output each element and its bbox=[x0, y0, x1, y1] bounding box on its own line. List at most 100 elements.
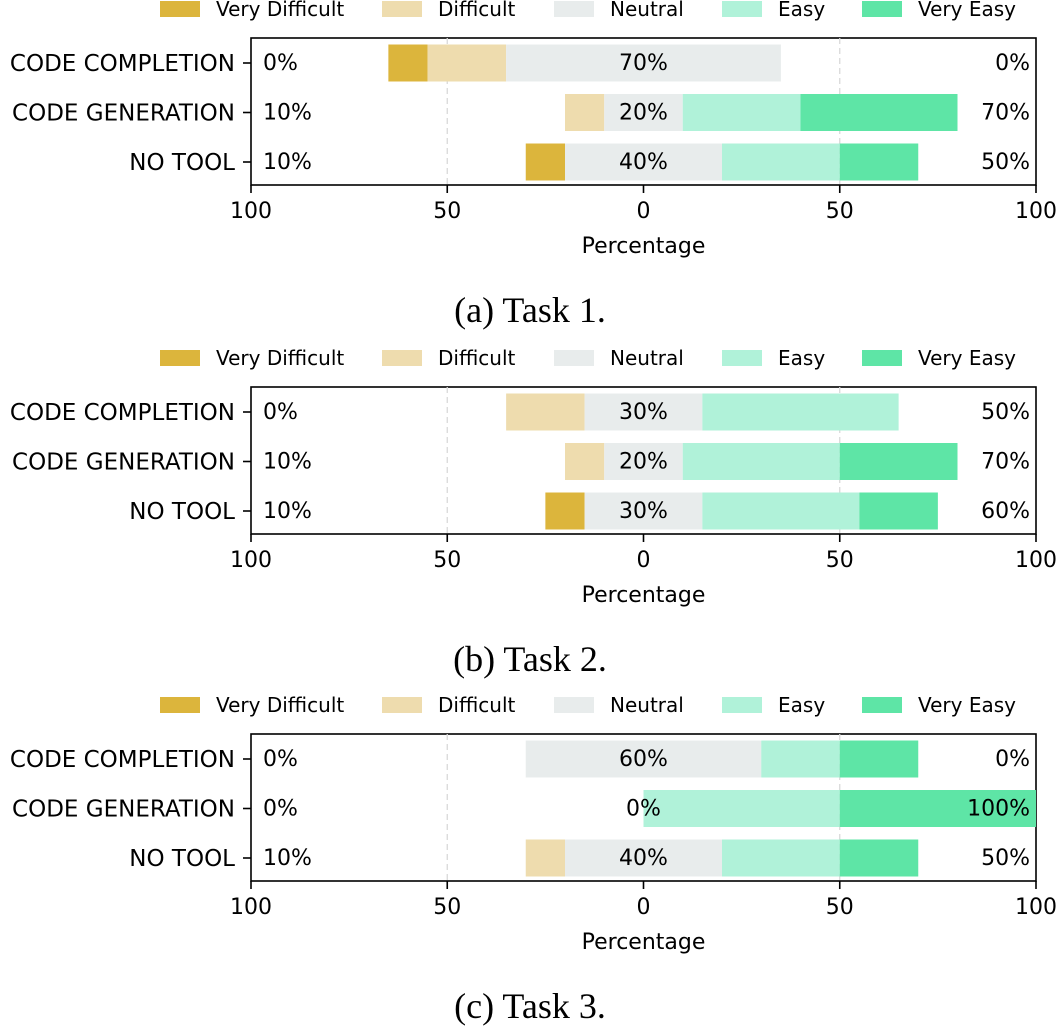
bar-neutral bbox=[506, 44, 781, 82]
legend-swatch-neutral bbox=[554, 1, 594, 17]
legend-label: Very Difficult bbox=[216, 0, 344, 21]
x-tick-label: 100 bbox=[1015, 895, 1057, 920]
panel-caption: (a) Task 1. bbox=[454, 290, 606, 330]
legend-label: Easy bbox=[778, 0, 825, 21]
bar-easy bbox=[702, 393, 899, 431]
x-tick-label: 0 bbox=[637, 548, 651, 573]
bar-very-difficult bbox=[545, 492, 585, 530]
legend-label: Very Difficult bbox=[216, 346, 344, 370]
x-tick-label: 100 bbox=[230, 199, 272, 224]
legend-swatch-easy bbox=[722, 350, 762, 366]
right-percent-label: 60% bbox=[981, 499, 1030, 524]
bar-neutral bbox=[565, 839, 722, 877]
legend-label: Easy bbox=[778, 346, 825, 370]
bar-easy bbox=[682, 443, 840, 480]
bar-very-easy bbox=[839, 790, 1036, 827]
bar-easy bbox=[643, 790, 840, 827]
left-percent-label: 10% bbox=[263, 846, 312, 871]
x-tick-label: 50 bbox=[826, 199, 854, 224]
bar-difficult bbox=[565, 94, 605, 131]
right-percent-label: 50% bbox=[981, 400, 1030, 425]
x-tick-label: 100 bbox=[230, 895, 272, 920]
legend-label: Very Easy bbox=[918, 0, 1016, 21]
x-axis-title: Percentage bbox=[582, 930, 706, 955]
x-tick-label: 50 bbox=[433, 548, 461, 573]
bar-very-easy bbox=[839, 143, 919, 181]
x-tick-label: 100 bbox=[1015, 548, 1057, 573]
left-percent-label: 0% bbox=[263, 747, 298, 772]
left-percent-label: 10% bbox=[263, 150, 312, 175]
bar-very-easy bbox=[839, 839, 919, 877]
bar-neutral bbox=[565, 143, 722, 181]
bar-very-difficult bbox=[388, 44, 428, 82]
right-percent-label: 70% bbox=[981, 101, 1030, 126]
legend-label: Very Easy bbox=[918, 346, 1016, 370]
legend-swatch-very-easy bbox=[862, 697, 902, 713]
legend-label: Difficult bbox=[438, 346, 516, 370]
legend-swatch-very-difficult bbox=[160, 697, 200, 713]
x-tick-label: 50 bbox=[826, 895, 854, 920]
legend-swatch-neutral bbox=[554, 350, 594, 366]
bar-neutral bbox=[604, 94, 683, 131]
category-label: CODE GENERATION bbox=[12, 101, 235, 127]
center-percent-label: 20% bbox=[619, 101, 668, 126]
left-percent-label: 0% bbox=[263, 51, 298, 76]
x-tick-label: 0 bbox=[637, 895, 651, 920]
bar-difficult bbox=[427, 44, 507, 82]
legend-label: Easy bbox=[778, 693, 825, 717]
bar-very-easy bbox=[839, 443, 958, 480]
center-percent-label: 30% bbox=[619, 499, 668, 524]
legend-swatch-difficult bbox=[382, 697, 422, 713]
category-label: CODE GENERATION bbox=[12, 450, 235, 476]
panel-caption: (c) Task 3. bbox=[454, 986, 606, 1026]
category-label: CODE GENERATION bbox=[12, 797, 235, 823]
bar-neutral bbox=[584, 393, 703, 431]
right-percent-label: 70% bbox=[981, 450, 1030, 475]
bar-difficult bbox=[565, 443, 605, 480]
center-percent-label: 20% bbox=[619, 450, 668, 475]
right-percent-label: 50% bbox=[981, 150, 1030, 175]
right-percent-label: 0% bbox=[995, 51, 1030, 76]
x-tick-label: 50 bbox=[433, 895, 461, 920]
bar-easy bbox=[761, 740, 840, 778]
legend-label: Very Difficult bbox=[216, 693, 344, 717]
bar-neutral bbox=[584, 492, 703, 530]
legend-swatch-very-difficult bbox=[160, 1, 200, 17]
x-axis-title: Percentage bbox=[582, 583, 706, 608]
bar-very-easy bbox=[800, 94, 958, 131]
legend-swatch-neutral bbox=[554, 697, 594, 713]
legend-label: Very Easy bbox=[918, 693, 1016, 717]
bar-easy bbox=[682, 94, 801, 131]
x-tick-label: 0 bbox=[637, 199, 651, 224]
legend-swatch-very-easy bbox=[862, 1, 902, 17]
category-label: NO TOOL bbox=[129, 150, 235, 176]
center-percent-label: 40% bbox=[619, 846, 668, 871]
bar-very-easy bbox=[839, 740, 919, 778]
legend-swatch-difficult bbox=[382, 350, 422, 366]
bar-easy bbox=[722, 839, 840, 877]
center-percent-label: 40% bbox=[619, 150, 668, 175]
panel-caption: (b) Task 2. bbox=[453, 639, 607, 679]
x-axis-title: Percentage bbox=[582, 234, 706, 259]
left-percent-label: 0% bbox=[263, 797, 298, 822]
legend-label: Difficult bbox=[438, 0, 516, 21]
center-percent-label: 0% bbox=[626, 797, 661, 822]
bar-difficult bbox=[525, 839, 565, 877]
bar-neutral bbox=[604, 443, 683, 480]
legend-swatch-difficult bbox=[382, 1, 422, 17]
category-label: CODE COMPLETION bbox=[10, 747, 235, 773]
legend-label: Difficult bbox=[438, 693, 516, 717]
bar-neutral bbox=[525, 740, 762, 778]
center-percent-label: 70% bbox=[619, 51, 668, 76]
category-label: NO TOOL bbox=[129, 846, 235, 872]
right-percent-label: 0% bbox=[995, 747, 1030, 772]
right-percent-label: 100% bbox=[967, 797, 1030, 822]
x-tick-label: 50 bbox=[433, 199, 461, 224]
center-percent-label: 30% bbox=[619, 400, 668, 425]
category-label: NO TOOL bbox=[129, 499, 235, 525]
left-percent-label: 10% bbox=[263, 450, 312, 475]
legend-swatch-easy bbox=[722, 697, 762, 713]
legend-swatch-very-easy bbox=[862, 350, 902, 366]
bar-easy bbox=[722, 143, 840, 181]
